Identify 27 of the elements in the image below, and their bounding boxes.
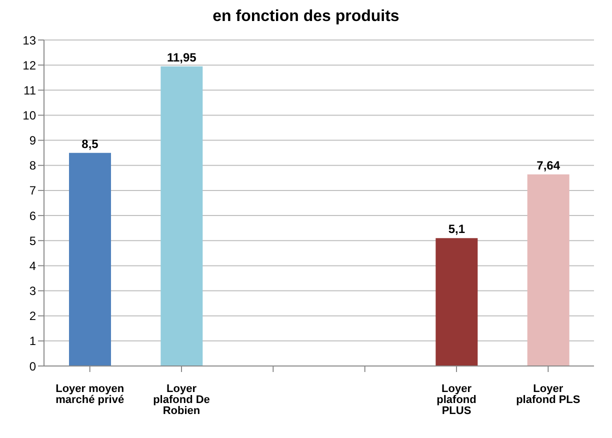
data-label: 8,5 <box>82 136 99 151</box>
y-tick-label: 10 <box>22 108 36 122</box>
y-tick-label: 5 <box>29 234 36 248</box>
y-tick-label: 7 <box>29 184 36 198</box>
bar <box>527 174 570 366</box>
y-tick-label: 12 <box>22 58 36 72</box>
y-tick-label: 4 <box>29 258 36 273</box>
y-tick-label: 9 <box>29 134 36 148</box>
y-tick-label: 1 <box>29 334 36 348</box>
y-tick-label: 8 <box>29 158 36 173</box>
y-tick-label: 11 <box>24 83 36 98</box>
x-tick-label: Loyer plafond De Robien <box>153 382 210 417</box>
y-tick-label: 13 <box>22 33 36 48</box>
x-tick-label: Loyer plafond PLUS <box>436 382 476 417</box>
y-tick-label: 2 <box>29 309 36 324</box>
y-tick-label: 0 <box>29 359 36 374</box>
data-label: 7,64 <box>536 158 560 172</box>
bar <box>436 238 478 366</box>
x-tick-label: Loyer moyen marché privé <box>56 382 124 406</box>
y-tick-label: 6 <box>29 208 36 223</box>
y-tick-label: 3 <box>29 284 36 298</box>
chart-title: en fonction des produits <box>212 8 400 27</box>
bar <box>69 152 111 366</box>
data-label: 5,1 <box>448 222 466 236</box>
data-label: 11,95 <box>166 50 197 64</box>
x-tick-label: Loyer plafond PLS <box>516 382 580 406</box>
bar <box>160 66 203 366</box>
